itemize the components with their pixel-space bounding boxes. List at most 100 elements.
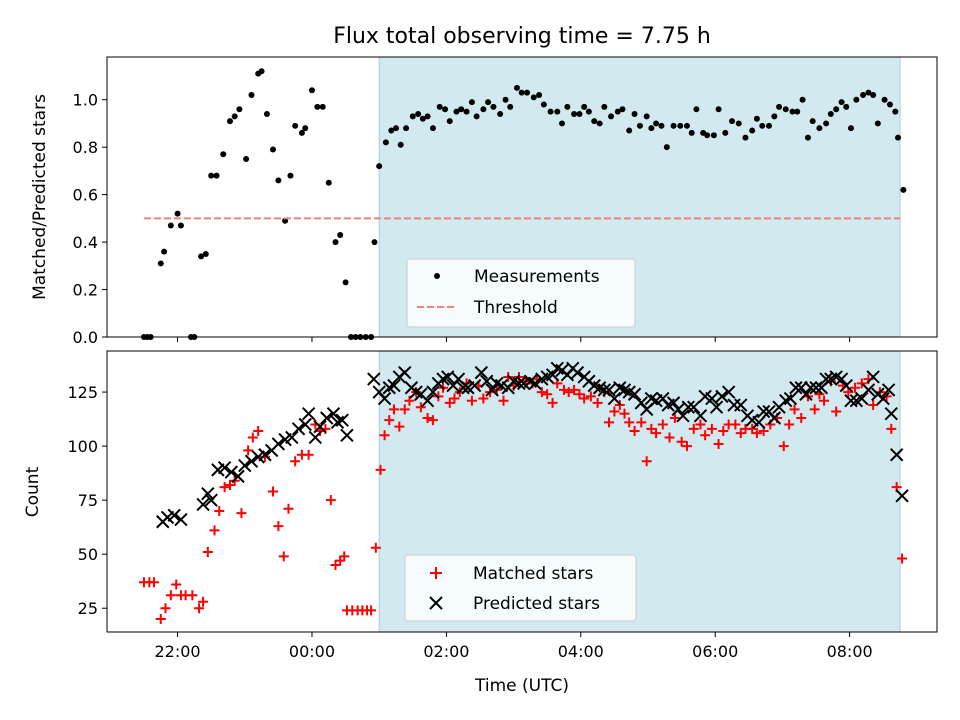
- predicted-star-point: [313, 419, 327, 434]
- measurement-point: [547, 108, 554, 115]
- predicted-star-point: [597, 383, 612, 397]
- matched-star-point: [536, 387, 547, 398]
- measurement-point: [710, 132, 717, 139]
- predicted-star-point: [809, 381, 823, 395]
- predicted-star-point: [174, 512, 188, 527]
- predicted-star-point: [291, 422, 306, 436]
- predicted-star-point: [881, 383, 896, 397]
- x-tick-label: 08:00: [827, 642, 873, 661]
- measurement-point: [865, 89, 872, 96]
- measurement-point: [847, 125, 854, 132]
- matched-star-point: [253, 425, 264, 436]
- predicted-star-point: [715, 389, 729, 404]
- measurement-point: [631, 110, 638, 117]
- measurement-point: [564, 103, 571, 110]
- measurement-point: [749, 127, 756, 134]
- x-tick-label: 02:00: [423, 642, 469, 661]
- matched-star-point: [247, 432, 258, 443]
- matched-star-point: [379, 430, 390, 441]
- matched-star-point: [636, 417, 647, 428]
- predicted-star-point: [570, 365, 585, 380]
- top-x-ticks: [177, 337, 851, 342]
- measurement-point: [823, 120, 830, 127]
- measurement-point: [480, 106, 487, 113]
- measurement-point: [382, 139, 389, 146]
- matched-star-point: [542, 389, 553, 400]
- measurement-point: [809, 118, 816, 125]
- top-legend-box: [406, 258, 636, 328]
- measurement-point: [576, 110, 583, 117]
- measurement-point: [860, 91, 867, 98]
- bottom-legend-box: [404, 554, 637, 622]
- measurement-point: [213, 172, 220, 179]
- measurement-point: [870, 91, 877, 98]
- matched-star-point: [160, 603, 171, 614]
- predicted-star-point: [709, 400, 724, 414]
- measurement-point: [658, 122, 665, 129]
- matched-star-point: [278, 551, 289, 562]
- measurement-point: [619, 106, 626, 113]
- matched-star-point: [399, 404, 410, 415]
- measurement-point: [376, 163, 383, 170]
- predicted-star-point: [884, 406, 899, 421]
- measurement-point: [473, 113, 480, 120]
- measurement-point: [677, 122, 684, 129]
- measurement-point: [816, 125, 823, 132]
- predicted-star-point: [844, 394, 858, 408]
- measurement-point: [742, 134, 749, 141]
- predicted-star-point: [627, 387, 642, 401]
- predicted-star-point: [480, 374, 494, 388]
- matched-star-point: [415, 402, 426, 413]
- measurement-point: [263, 110, 270, 117]
- matched-star-point: [585, 391, 596, 402]
- predicted-star-point: [485, 383, 499, 397]
- matched-star-point: [366, 605, 377, 616]
- matched-star-point: [809, 404, 820, 415]
- matched-star-point: [751, 428, 762, 439]
- measurement-point: [704, 132, 711, 139]
- matched-star-point: [718, 425, 729, 436]
- predicted-star-point: [326, 406, 341, 421]
- predicted-star-point: [721, 385, 736, 399]
- predicted-star-point: [441, 370, 455, 384]
- top-panel-data: [140, 68, 907, 340]
- matched-star-point: [695, 419, 706, 430]
- matched-star-point: [651, 428, 662, 439]
- matched-star-point: [165, 590, 176, 601]
- measurement-point: [208, 172, 215, 179]
- matched-star-point: [778, 441, 789, 452]
- matched-star-point: [198, 596, 209, 607]
- y-tick-label: 50: [78, 545, 98, 564]
- matched-star-point: [273, 521, 284, 532]
- measurement-point: [782, 106, 789, 113]
- measurement-point: [167, 222, 174, 229]
- measurement-point: [314, 103, 321, 110]
- predicted-star-point: [167, 508, 181, 522]
- predicted-star-point: [231, 469, 245, 484]
- predicted-stars-legend-label: Predicted stars: [473, 594, 600, 614]
- matched-star-point: [214, 505, 225, 516]
- matched-star-point: [155, 614, 166, 625]
- predicted-star-point: [426, 385, 440, 399]
- matched-star-point: [547, 397, 558, 408]
- matched-star-point: [669, 413, 680, 424]
- matched-star-point: [370, 542, 381, 553]
- measurement-point: [292, 122, 299, 129]
- measurement-point: [453, 108, 460, 115]
- threshold-legend-label: Threshold: [473, 298, 558, 318]
- predicted-star-point: [666, 396, 681, 410]
- chart-title: Flux total observing time = 7.75 h: [333, 24, 711, 49]
- top-y-ticks: 0.0 0.2 0.4 0.6 0.8 1.0: [73, 91, 107, 347]
- measurement-point: [287, 172, 294, 179]
- bottom-y-ticks: 25 50 75 100 125: [67, 383, 107, 618]
- measurement-point: [415, 110, 422, 117]
- predicted-star-point: [545, 368, 560, 382]
- matched-star-point: [290, 456, 301, 467]
- measurement-point: [735, 120, 742, 127]
- matched-star-point: [706, 423, 717, 434]
- predicted-star-point: [335, 413, 349, 427]
- predicted-star-point: [607, 391, 622, 406]
- matched-star-point: [194, 603, 205, 614]
- measurement-point: [530, 94, 537, 101]
- matched-star-point: [219, 482, 230, 493]
